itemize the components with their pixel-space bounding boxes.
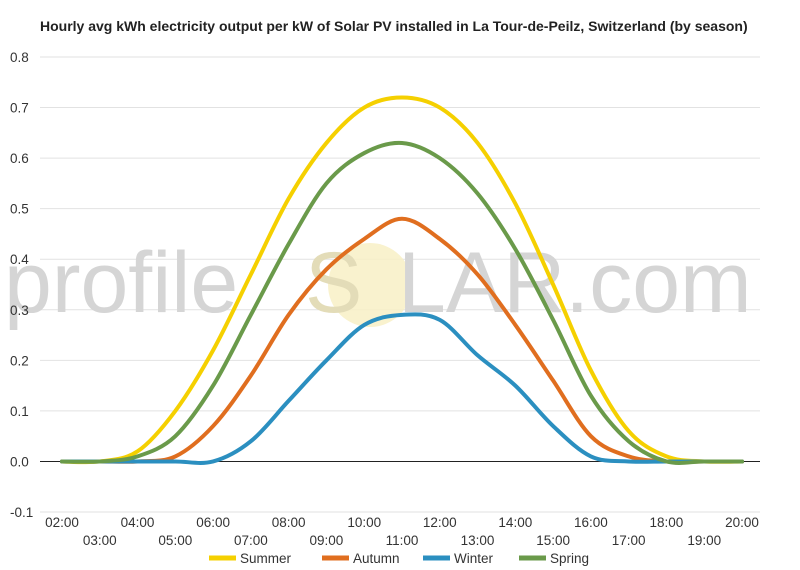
y-tick-label: 0.3 — [10, 303, 29, 318]
y-tick-label: 0.1 — [10, 404, 29, 419]
x-tick-label: 04:00 — [121, 515, 155, 530]
x-tick-label: 19:00 — [687, 533, 721, 548]
series-line-winter — [60, 312, 744, 465]
x-tick-label: 12:00 — [423, 515, 457, 530]
y-tick-label: 0.7 — [10, 101, 29, 116]
series — [60, 95, 744, 465]
watermark: profile S LAR.com — [4, 235, 752, 331]
x-tick-label: 02:00 — [45, 515, 79, 530]
x-tick-label: 07:00 — [234, 533, 268, 548]
x-tick-label: 08:00 — [272, 515, 306, 530]
legend-label-summer: Summer — [240, 551, 292, 566]
x-tick-label: 06:00 — [196, 515, 230, 530]
x-tick-label: 17:00 — [612, 533, 646, 548]
axes: -0.1 0.0 0.1 0.2 0.3 0.4 0.5 0.6 0.7 0.8 02:00 03:0… — [10, 50, 760, 548]
x-tick-label: 13:00 — [461, 533, 495, 548]
x-tick-label: 11:00 — [386, 533, 419, 548]
x-tick-label: 09:00 — [310, 533, 344, 548]
x-tick-label: 10:00 — [347, 515, 381, 530]
x-tick-label: 15:00 — [536, 533, 570, 548]
chart-title: Hourly avg kWh electricity output per kW… — [40, 18, 748, 34]
legend-label-autumn: Autumn — [353, 551, 400, 566]
watermark-left: profile — [4, 235, 238, 331]
y-tick-label: 0.8 — [10, 50, 29, 65]
x-tick-label: 16:00 — [574, 515, 608, 530]
y-tick-label: 0.4 — [10, 252, 29, 267]
y-tick-label: 0.2 — [10, 353, 29, 368]
x-tick-label: 18:00 — [650, 515, 684, 530]
x-tick-label: 05:00 — [158, 533, 192, 548]
legend-label-winter: Winter — [454, 551, 494, 566]
series-line-autumn — [60, 216, 744, 464]
x-tick-label: 20:00 — [725, 515, 759, 530]
y-tick-label: 0.6 — [10, 151, 29, 166]
series-line-spring — [60, 140, 744, 465]
watermark-sun — [328, 243, 412, 327]
legend: Summer Autumn Winter Spring — [209, 551, 589, 566]
x-tick-label: 14:00 — [498, 515, 532, 530]
y-tick-label: -0.1 — [10, 505, 33, 520]
y-tick-label: 0.0 — [10, 454, 29, 469]
y-tick-label: 0.5 — [10, 202, 29, 217]
legend-label-spring: Spring — [550, 551, 589, 566]
x-tick-label: 03:00 — [83, 533, 117, 548]
series-line-summer — [60, 95, 744, 465]
